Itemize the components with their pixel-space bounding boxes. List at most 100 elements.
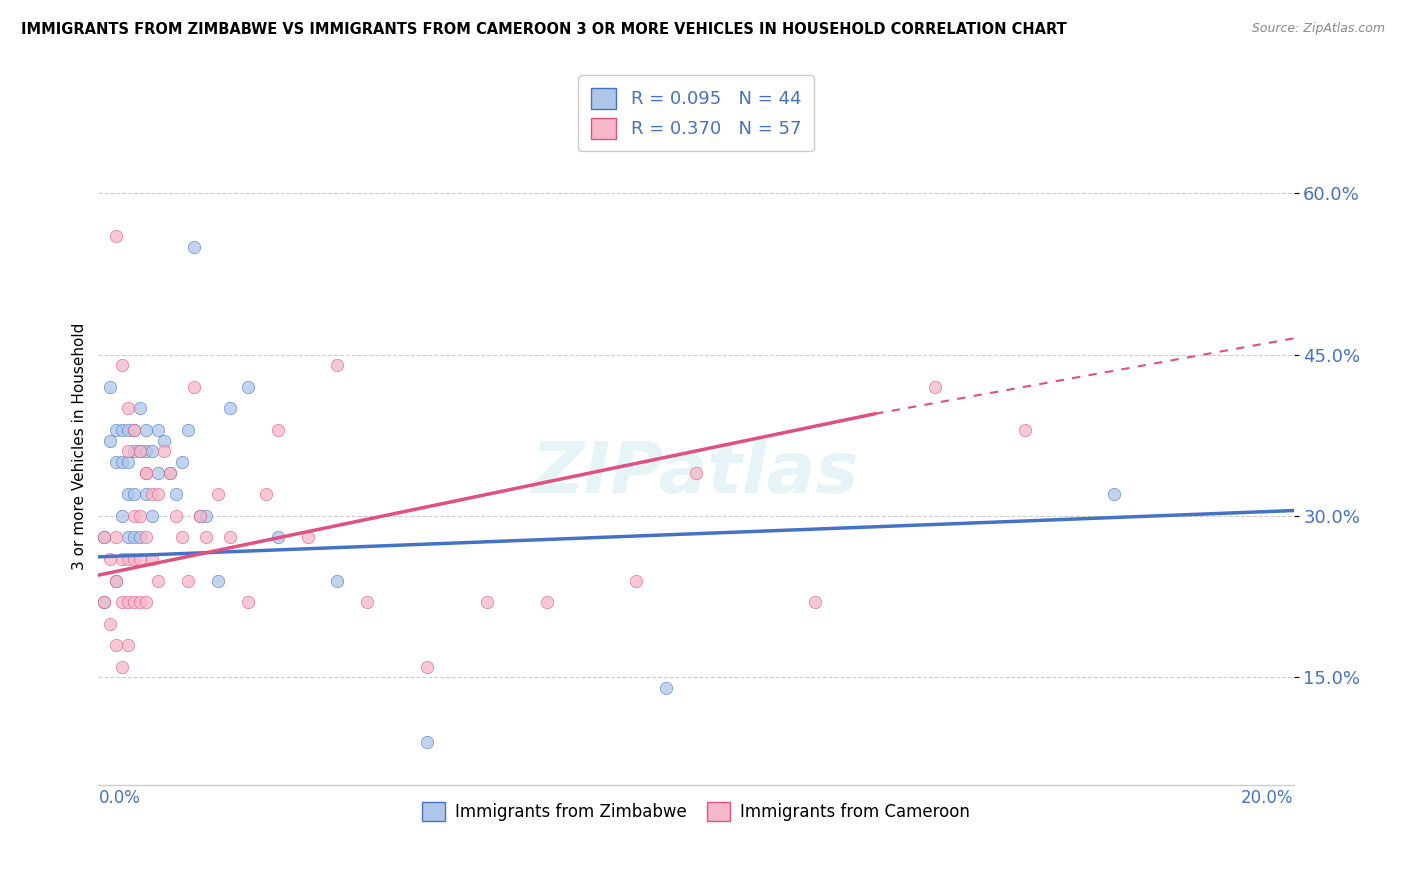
Point (148, 487, 170, 501)
Point (117, 487, 139, 501)
Point (236, 595, 259, 609)
Point (356, 595, 378, 609)
Point (124, 423, 146, 437)
Point (105, 423, 128, 437)
Point (117, 401, 139, 416)
Text: Source: ZipAtlas.com: Source: ZipAtlas.com (1251, 22, 1385, 36)
Point (141, 508, 163, 523)
Point (117, 595, 139, 609)
Point (117, 444, 139, 458)
Point (111, 659, 134, 673)
Point (172, 455, 194, 469)
Point (416, 735, 439, 749)
Point (111, 455, 134, 469)
Point (98, 552, 122, 566)
Point (129, 508, 152, 523)
Point (326, 359, 349, 373)
Point (135, 466, 157, 480)
Point (626, 574, 648, 588)
Point (153, 434, 176, 448)
Point (326, 574, 349, 588)
Point (124, 444, 146, 458)
Point (655, 681, 678, 695)
Point (135, 531, 157, 545)
Point (93, 595, 115, 609)
Point (117, 423, 139, 437)
Point (135, 444, 157, 458)
Point (297, 531, 319, 545)
Text: 20.0%: 20.0% (1241, 789, 1294, 807)
Point (188, 508, 211, 523)
Point (129, 595, 152, 609)
Point (111, 552, 134, 566)
Point (207, 487, 229, 501)
Point (416, 659, 439, 673)
Point (129, 531, 152, 545)
Point (148, 423, 170, 437)
Point (159, 466, 181, 480)
Point (141, 487, 163, 501)
Point (254, 487, 277, 501)
Point (165, 508, 187, 523)
Point (685, 466, 707, 480)
Point (135, 466, 157, 480)
Point (135, 423, 157, 437)
Point (98, 380, 122, 394)
Point (1104, 487, 1126, 501)
Point (195, 531, 218, 545)
Point (924, 380, 946, 394)
Point (98, 616, 122, 631)
Point (105, 574, 128, 588)
Point (117, 455, 139, 469)
Point (207, 574, 229, 588)
Point (124, 423, 146, 437)
Point (188, 508, 211, 523)
Point (111, 359, 134, 373)
Text: IMMIGRANTS FROM ZIMBABWE VS IMMIGRANTS FROM CAMEROON 3 OR MORE VEHICLES IN HOUSE: IMMIGRANTS FROM ZIMBABWE VS IMMIGRANTS F… (21, 22, 1067, 37)
Point (124, 508, 146, 523)
Point (105, 638, 128, 652)
Point (117, 531, 139, 545)
Point (236, 380, 259, 394)
Point (536, 595, 558, 609)
Point (98, 434, 122, 448)
Point (141, 552, 163, 566)
Point (183, 380, 205, 394)
Point (111, 595, 134, 609)
Point (124, 487, 146, 501)
Legend: Immigrants from Zimbabwe, Immigrants from Cameroon: Immigrants from Zimbabwe, Immigrants fro… (415, 795, 977, 828)
Point (1014, 423, 1036, 437)
Point (135, 487, 157, 501)
Point (219, 401, 242, 416)
Point (135, 595, 157, 609)
Point (111, 508, 134, 523)
Point (804, 595, 827, 609)
Point (105, 574, 128, 588)
Point (165, 487, 187, 501)
Point (219, 531, 242, 545)
Point (124, 552, 146, 566)
Point (172, 531, 194, 545)
Point (93, 531, 115, 545)
Point (177, 423, 200, 437)
Point (105, 455, 128, 469)
Point (93, 595, 115, 609)
Point (177, 574, 200, 588)
Point (267, 531, 290, 545)
Point (93, 531, 115, 545)
Point (105, 229, 128, 244)
Point (153, 444, 176, 458)
Point (148, 466, 170, 480)
Point (111, 423, 134, 437)
Point (117, 638, 139, 652)
Point (129, 552, 152, 566)
Point (195, 508, 218, 523)
Text: ZIPatlas: ZIPatlas (533, 439, 859, 508)
Point (129, 444, 152, 458)
Point (475, 595, 498, 609)
Point (129, 444, 152, 458)
Point (267, 423, 290, 437)
Point (183, 240, 205, 254)
Point (124, 531, 146, 545)
Point (159, 466, 181, 480)
